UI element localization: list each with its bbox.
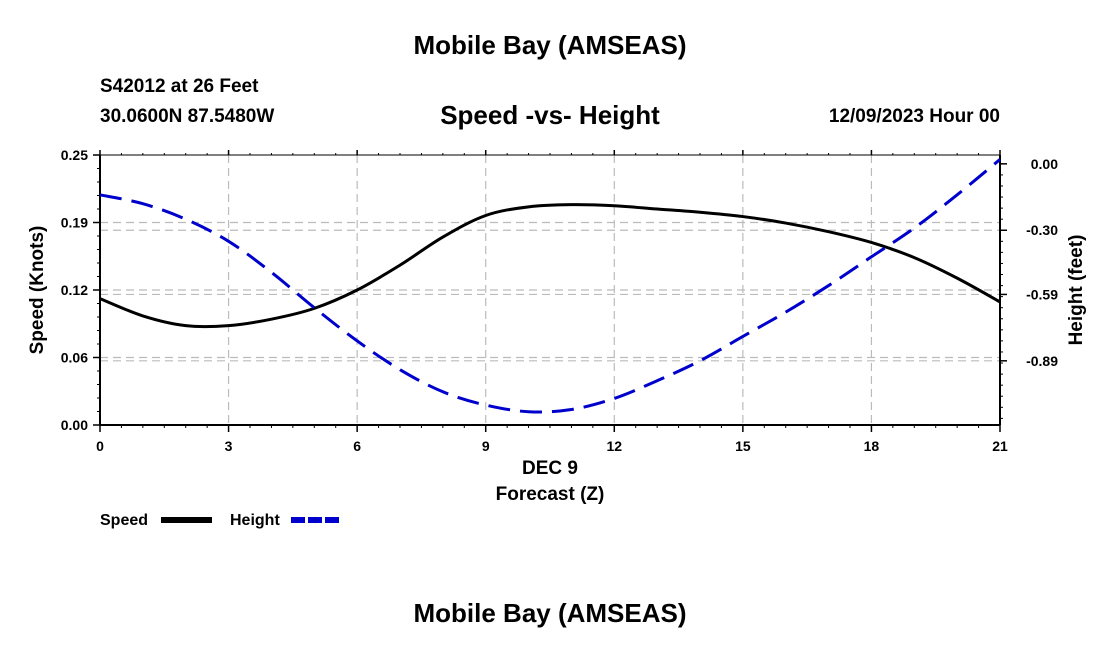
grid-lines (100, 155, 1000, 425)
x-tick-label: 9 (482, 438, 490, 454)
forecast-datetime: 12/09/2023 Hour 00 (828, 106, 1000, 127)
y2-axis-title: Height (feet) (1066, 235, 1087, 346)
tick-labels: 0 3 6 9 12 15 18 21 0.00 0.06 0.12 0.19 0.25 0.00 -0.3… (61, 147, 1058, 454)
legend-height-label: Height (230, 512, 280, 529)
x-tick-label: 21 (992, 438, 1008, 454)
x-tick-label: 0 (96, 438, 104, 454)
y-tick-label: 0.00 (61, 417, 88, 433)
y2-tick-label: -0.89 (1026, 353, 1058, 369)
series-line-height (99, 158, 1001, 414)
x-tick-label: 3 (225, 438, 233, 454)
y2-tick-label: 0.00 (1031, 156, 1058, 172)
x-axis-date-label: DEC 9 (522, 458, 578, 479)
x-axis-title: Forecast (Z) (496, 484, 605, 505)
x-tick-label: 12 (606, 438, 622, 454)
series-line-speed (99, 203, 1001, 329)
y-tick-label: 0.19 (61, 215, 88, 231)
x-tick-label: 18 (864, 438, 880, 454)
footer-title: Mobile Bay (AMSEAS) (413, 598, 687, 628)
series-lines (99, 158, 1001, 414)
tick-marks (93, 150, 1007, 432)
x-tick-label: 6 (353, 438, 361, 454)
x-tick-label: 15 (735, 438, 751, 454)
chart-legend: Speed Height (100, 512, 342, 529)
chart-main-title: Mobile Bay (AMSEAS) (413, 30, 687, 60)
y-tick-label: 0.12 (61, 282, 88, 298)
station-label: S42012 at 26 Feet (100, 76, 259, 97)
y-tick-label: 0.25 (61, 147, 88, 163)
y-tick-label: 0.06 (61, 350, 88, 366)
y2-tick-label: -0.30 (1026, 222, 1058, 238)
legend-speed-label: Speed (100, 512, 148, 529)
y2-tick-label: -0.59 (1026, 286, 1058, 302)
chart-subtitle: Speed -vs- Height (440, 100, 660, 130)
coordinates-label: 30.0600N 87.5480W (100, 106, 275, 127)
y-axis-title: Speed (Knots) (27, 226, 48, 355)
